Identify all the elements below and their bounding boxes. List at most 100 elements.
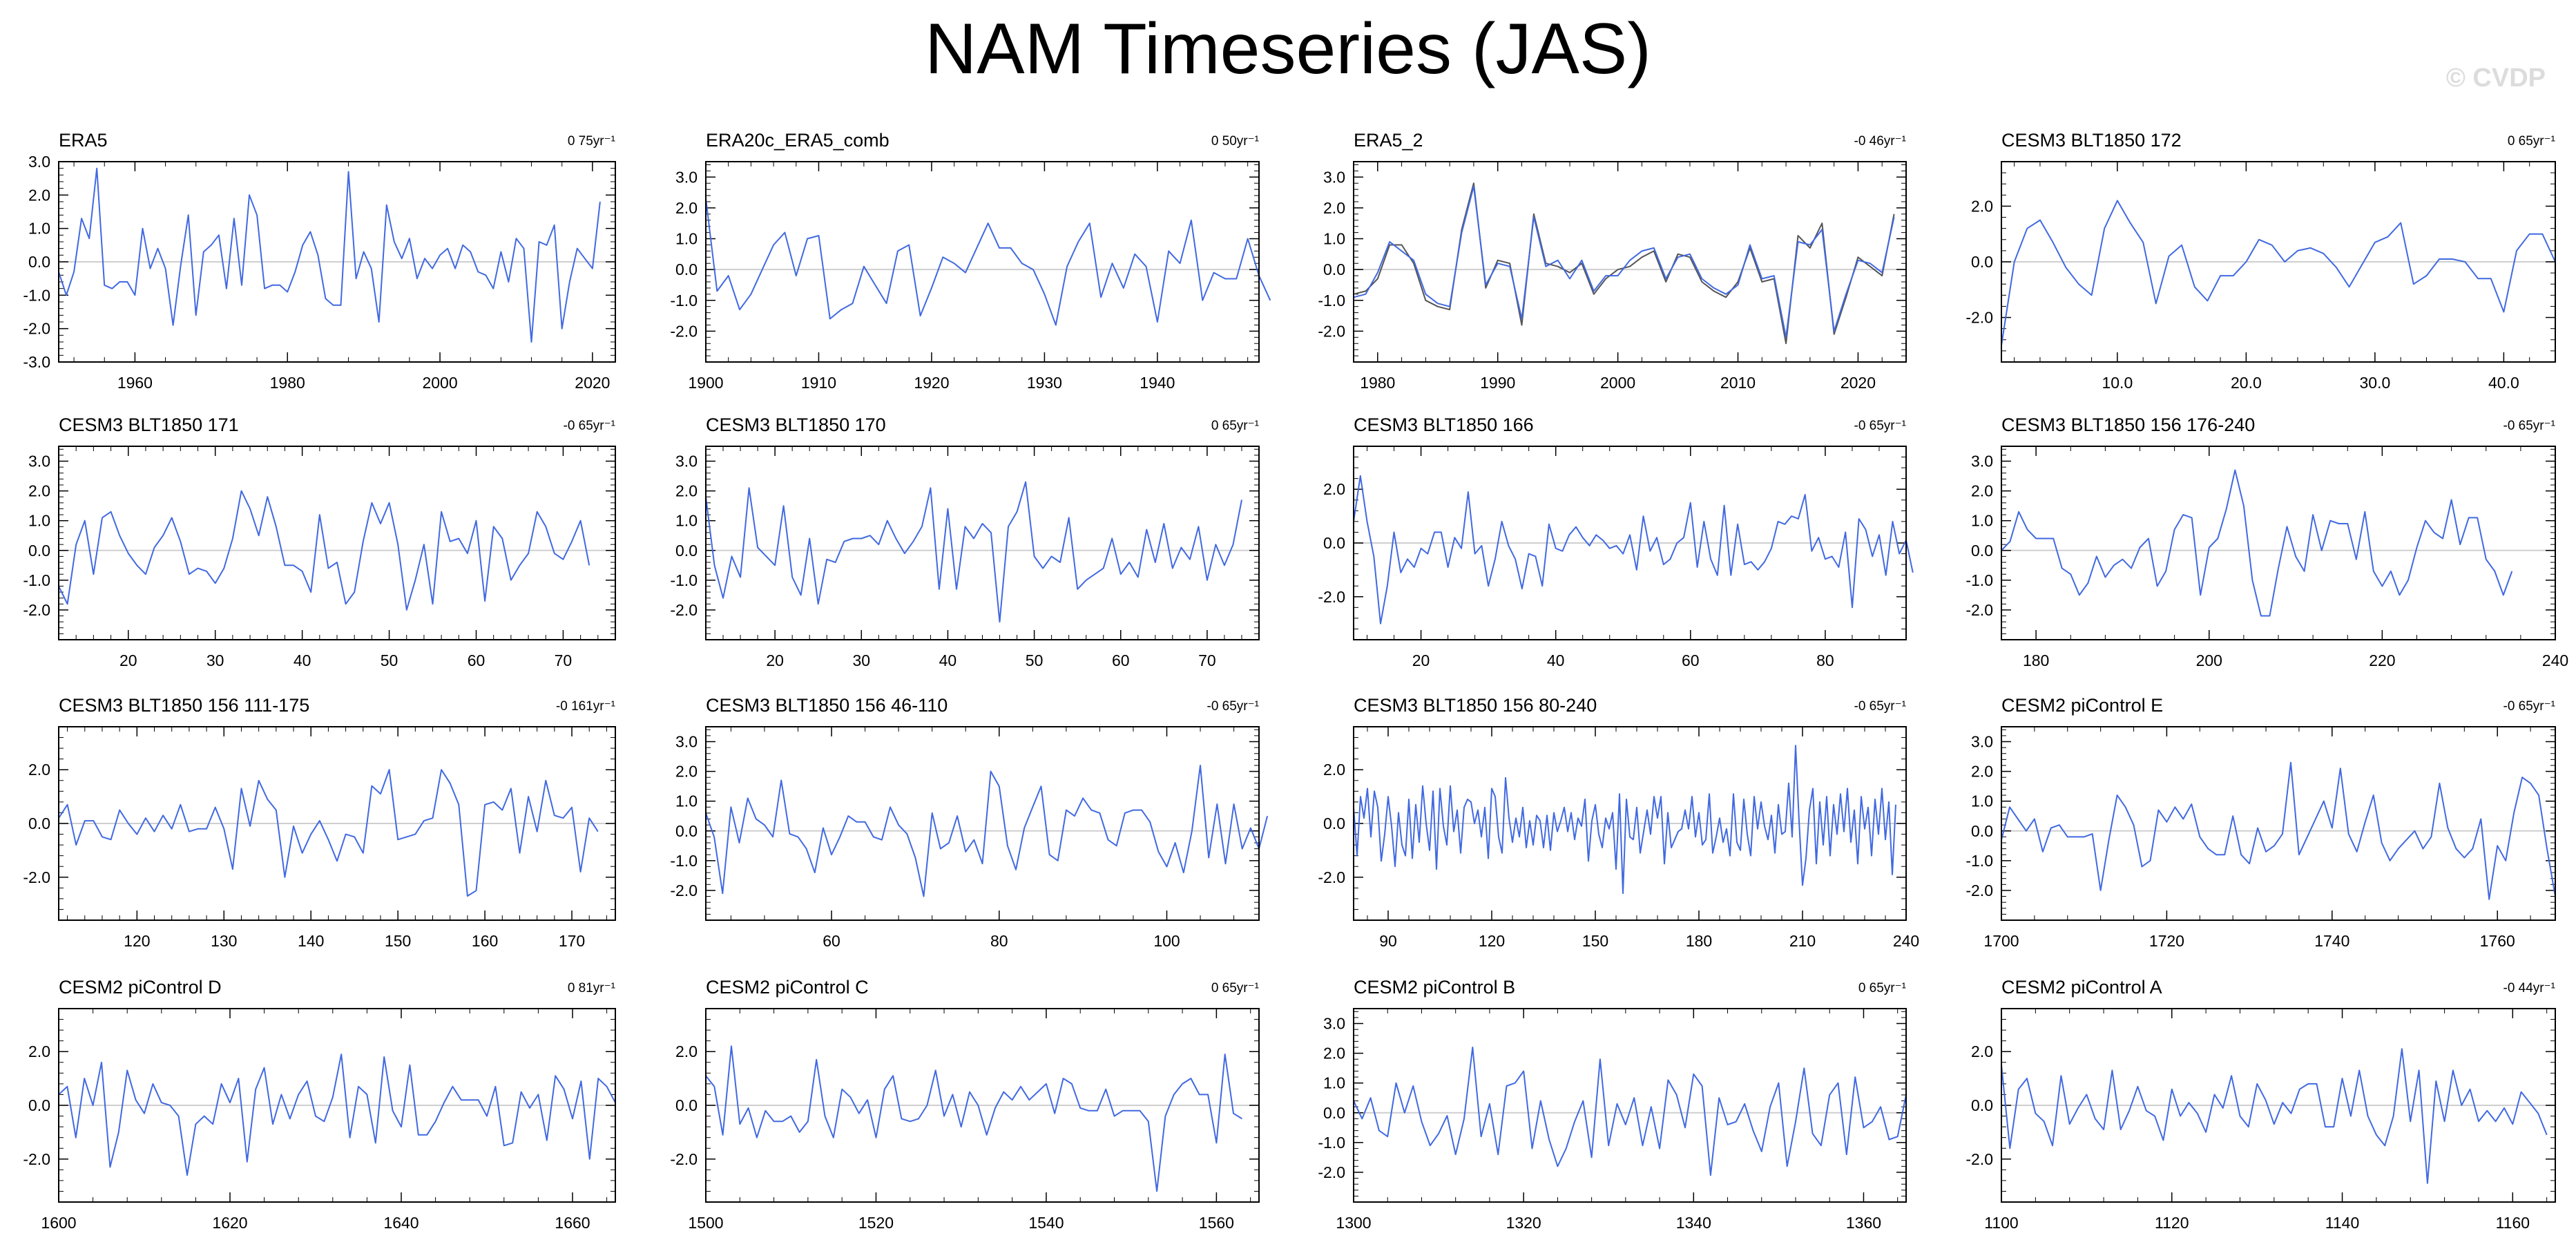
- series-line: [1353, 185, 1895, 339]
- y-tick-label: -2.0: [670, 601, 698, 619]
- trend-label: 0 65yr⁻¹: [1858, 981, 1906, 995]
- y-tick-label: 0.0: [1323, 1104, 1345, 1122]
- y-tick-label: 2.0: [28, 482, 50, 500]
- chart-panel-6: CESM3 BLT1850 170 0 65yr⁻¹ 3.0 2.0 1.0 0.0 -1.…: [670, 414, 1260, 669]
- x-tick-label: 210: [1789, 932, 1816, 950]
- y-tick-label: 3.0: [1971, 452, 1993, 470]
- x-tick-label: 1320: [1506, 1214, 1541, 1232]
- chart-panel-14: CESM2 piControl C 0 65yr⁻¹ 2.0 0.0 -2.0 1500 1…: [670, 977, 1260, 1232]
- trend-label: -0 65yr⁻¹: [1207, 699, 1260, 714]
- y-tick-label: 1.0: [1971, 792, 1993, 810]
- trend-label: -0 65yr⁻¹: [1854, 419, 1907, 433]
- series-line: [58, 490, 590, 611]
- trend-label: -0 65yr⁻¹: [2503, 699, 2556, 714]
- series-line: [58, 1054, 616, 1176]
- series-line: [2001, 761, 2556, 900]
- y-tick-label: 1.0: [1323, 1074, 1345, 1092]
- y-tick-label: 2.0: [675, 199, 698, 217]
- x-tick-label: 160: [472, 932, 498, 950]
- plot-frame: [58, 446, 616, 640]
- plot-frame: [58, 726, 616, 921]
- y-tick-label: 1.0: [28, 512, 50, 530]
- plot-frame: [1353, 1008, 1907, 1203]
- y-tick-label: 0.0: [675, 1096, 698, 1114]
- y-tick-label: 0.0: [1971, 822, 1993, 840]
- x-tick-label: 2000: [1600, 374, 1635, 392]
- x-tick-label: 1930: [1027, 374, 1062, 392]
- y-tick-label: -2.0: [1965, 309, 1993, 327]
- chart-panel-10: CESM3 BLT1850 156 46-110 -0 65yr⁻¹ 3.0 2.0 1…: [670, 695, 1269, 950]
- plot-frame: [2001, 1008, 2556, 1203]
- x-tick-label: 1140: [2325, 1214, 2359, 1232]
- y-tick-label: -1.0: [23, 571, 50, 589]
- y-tick-label: -2.0: [23, 868, 50, 886]
- x-tick-label: 1300: [1336, 1214, 1371, 1232]
- y-tick-label: 1.0: [1971, 512, 1993, 530]
- plot-frame: [2001, 446, 2556, 640]
- x-tick-label: 30: [852, 651, 870, 669]
- y-tick-label: 0.0: [1323, 534, 1345, 552]
- series-line: [2001, 469, 2513, 617]
- plot-frame: [58, 161, 616, 363]
- plot-frame: [58, 1008, 616, 1203]
- series-line: [705, 1045, 1242, 1192]
- y-tick-label: 0.0: [1971, 1096, 1993, 1114]
- plot-frame: [2001, 161, 2556, 363]
- y-tick-label: 1.0: [28, 220, 50, 238]
- panel-title: CESM3 BLT1850 170: [706, 414, 886, 435]
- series-line: [1353, 1047, 1907, 1176]
- y-tick-label: 0.0: [28, 814, 50, 832]
- y-tick-label: 3.0: [1971, 733, 1993, 751]
- x-tick-label: 1980: [270, 374, 305, 392]
- x-tick-label: 1660: [555, 1214, 590, 1232]
- y-tick-label: -1.0: [1318, 292, 1345, 309]
- plot-frame: [705, 446, 1260, 640]
- y-tick-label: -2.0: [670, 1150, 698, 1168]
- series-line: [2001, 200, 2556, 345]
- x-tick-label: 220: [2369, 651, 2395, 669]
- panel-title: CESM3 BLT1850 156 46-110: [706, 695, 948, 716]
- y-tick-label: 3.0: [675, 733, 698, 751]
- x-tick-label: 1960: [117, 374, 153, 392]
- chart-panel-2: ERA20c_ERA5_comb 0 50yr⁻¹ 3.0 2.0 1.0 0.0 -1.0…: [670, 130, 1271, 392]
- y-tick-label: 0.0: [1971, 542, 1993, 560]
- y-tick-label: -2.0: [670, 881, 698, 899]
- x-tick-label: 10.0: [2102, 374, 2133, 392]
- panel-title: ERA5_2: [1354, 130, 1423, 151]
- plot-frame: [1353, 726, 1907, 921]
- trend-label: 0 65yr⁻¹: [1211, 419, 1259, 433]
- x-tick-label: 30.0: [2360, 374, 2391, 392]
- series-line: [1353, 745, 1896, 895]
- y-tick-label: 1.0: [675, 512, 698, 530]
- panel-title: CESM3 BLT1850 156 176-240: [2001, 414, 2255, 435]
- plot-frame: [705, 726, 1260, 921]
- x-tick-label: 1900: [688, 374, 723, 392]
- panel-title: CESM2 piControl A: [2001, 977, 2162, 998]
- x-tick-label: 1340: [1676, 1214, 1711, 1232]
- y-tick-label: -2.0: [1318, 322, 1345, 340]
- trend-label: 0 65yr⁻¹: [1211, 981, 1259, 995]
- panel-title: ERA5: [59, 130, 108, 151]
- y-tick-label: 1.0: [675, 230, 698, 248]
- x-tick-label: 140: [298, 932, 324, 950]
- y-tick-label: 0.0: [1971, 253, 1993, 271]
- panel-title: CESM3 BLT1850 166: [1354, 414, 1534, 435]
- x-tick-label: 1620: [212, 1214, 247, 1232]
- x-tick-label: 1640: [383, 1214, 419, 1232]
- plot-frame: [1353, 446, 1907, 640]
- x-tick-label: 20.0: [2231, 374, 2262, 392]
- panel-title: CESM3 BLT1850 156 111-175: [59, 695, 309, 716]
- x-tick-label: 1920: [914, 374, 949, 392]
- y-tick-label: -1.0: [670, 571, 698, 589]
- x-tick-label: 50: [1026, 651, 1044, 669]
- panel-title: CESM3 BLT1850 171: [59, 414, 239, 435]
- y-tick-label: 2.0: [28, 186, 50, 204]
- plot-frame: [705, 161, 1260, 363]
- x-tick-label: 1500: [688, 1214, 723, 1232]
- y-tick-label: 0.0: [675, 542, 698, 560]
- trend-label: -0 65yr⁻¹: [564, 419, 616, 433]
- x-tick-label: 60: [1682, 651, 1700, 669]
- y-tick-label: 3.0: [675, 168, 698, 186]
- trend-label: 0 81yr⁻¹: [568, 981, 615, 995]
- chart-panel-5: CESM3 BLT1850 171 -0 65yr⁻¹ 3.0 2.0 1.0 0.0 -1…: [23, 414, 616, 669]
